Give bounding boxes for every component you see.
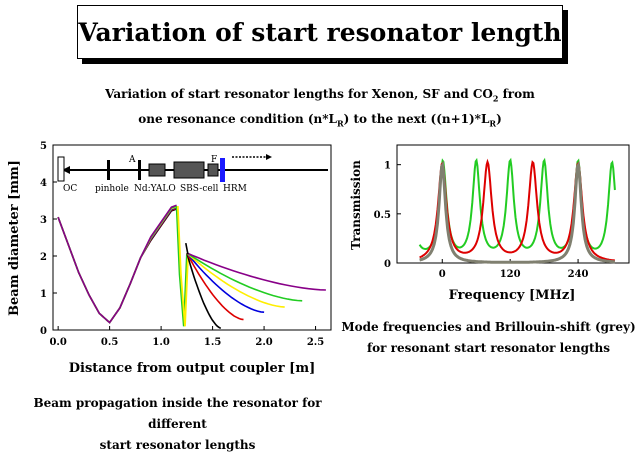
left-x-tick-label: 0.5 <box>101 337 118 348</box>
left-x-tick-label: 1.5 <box>204 337 221 348</box>
output-arrow-icon <box>62 166 70 174</box>
aperture-a <box>138 160 141 180</box>
subtitle-line-1: Variation of start resonator lengths for… <box>105 87 535 104</box>
right-y-axis-label: Transmission <box>349 160 363 250</box>
left-y-tick-label: 1 <box>40 289 47 300</box>
caption-left: Beam propagation inside the resonator fo… <box>33 396 322 452</box>
sbs-cell <box>173 161 205 179</box>
beam-spike-line <box>185 242 189 255</box>
left-x-tick-label: 2.0 <box>255 337 272 348</box>
arrow-head-icon <box>266 154 272 160</box>
label-a: A <box>128 155 136 165</box>
beam-branch-line <box>186 252 303 302</box>
label-sbs: SBS-cell <box>180 184 219 194</box>
left-y-tick-label: 0 <box>40 326 47 337</box>
right-x-tick-label: 240 <box>568 269 589 280</box>
right-y-tick-label: 0.5 <box>374 210 391 221</box>
left-x-tick-label: 0.0 <box>49 337 66 348</box>
page-title: Variation of start resonator length <box>78 17 562 47</box>
transmission-series-line <box>419 160 615 264</box>
resonator-schematic: OC pinhole A Nd:YALO SBS-cell F HRM <box>57 154 328 194</box>
right-x-tick-label: 120 <box>500 269 521 280</box>
subtitle-line-2: one resonance condition (n*LR) to the ne… <box>138 112 502 129</box>
left-y-tick-label: 5 <box>40 141 47 152</box>
beam-branch-line <box>186 252 285 308</box>
beam-branch-line <box>186 252 244 321</box>
label-oc: OC <box>63 184 77 194</box>
beam-propagation-chart: 0.0 0.5 1.0 1.5 2.0 2.5 0 1 2 3 4 5 Distance from o… <box>7 141 332 376</box>
label-f: F <box>211 155 217 165</box>
beam-main-line <box>57 204 177 324</box>
beam-branch-line <box>186 252 326 291</box>
hrm-mirror <box>220 158 225 182</box>
ndyalo-crystal <box>148 163 166 177</box>
label-ndyalo: Nd:YALO <box>134 184 176 194</box>
caption-right: Mode frequencies and Brillouin-shift (gr… <box>341 320 636 355</box>
left-x-tick-label: 2.5 <box>307 337 324 348</box>
right-x-tick-label: 0 <box>439 269 446 280</box>
left-x-tick-label: 1.0 <box>152 337 169 348</box>
filter-f <box>207 163 219 177</box>
pinhole <box>107 160 110 180</box>
right-y-tick-label: 1 <box>384 161 391 172</box>
right-y-tick-label: 0 <box>384 259 391 270</box>
left-plot-frame <box>52 144 332 331</box>
output-coupler <box>57 156 65 182</box>
right-x-axis-label: Frequency [MHz] <box>449 288 576 303</box>
beam-fall-line <box>175 206 188 327</box>
left-y-tick-label: 2 <box>40 252 47 263</box>
label-hrm: HRM <box>223 184 247 194</box>
figure-canvas: 0.0 0.5 1.0 1.5 2.0 2.5 0 1 2 3 4 5 Distance from o… <box>7 141 630 376</box>
beam-branch-line <box>186 252 265 313</box>
title-box: Variation of start resonator length <box>77 5 563 59</box>
left-y-axis-label: Beam diameter [mm] <box>7 160 22 316</box>
beam-fall-line <box>176 206 189 327</box>
left-y-tick-label: 4 <box>40 178 47 189</box>
beam-branch-line <box>186 252 222 329</box>
transmission-chart: 0 120 240 0 0.5 1 Frequency [MHz] Transmissio… <box>349 144 630 303</box>
left-x-axis-label: Distance from output coupler [m] <box>69 361 316 376</box>
label-pinhole: pinhole <box>95 184 129 194</box>
left-y-tick-label: 3 <box>40 215 47 226</box>
subtitle: Variation of start resonator lengths for… <box>60 84 580 135</box>
